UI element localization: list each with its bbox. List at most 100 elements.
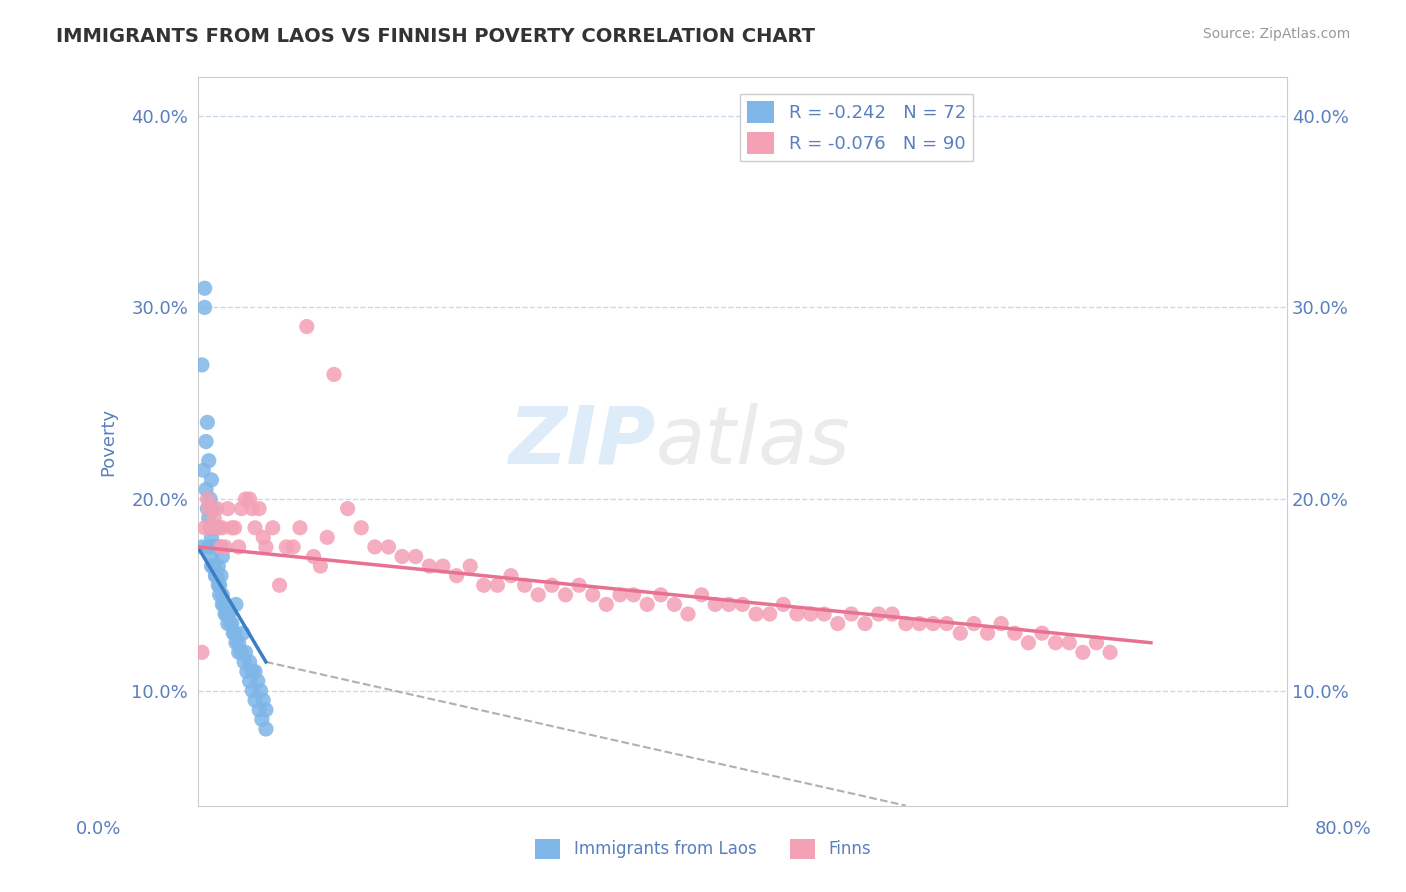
Point <box>247 703 270 717</box>
Point <box>235 491 257 506</box>
Point <box>228 645 250 659</box>
Point <box>194 281 217 295</box>
Point <box>239 491 262 506</box>
Point <box>276 540 298 554</box>
Point <box>200 530 222 544</box>
Point <box>799 607 821 621</box>
Point <box>316 530 339 544</box>
Point <box>201 540 224 554</box>
Point <box>231 501 253 516</box>
Point <box>191 540 214 554</box>
Point <box>963 616 986 631</box>
Point <box>609 588 631 602</box>
Point <box>704 598 727 612</box>
Legend: R = -0.242   N = 72, R = -0.076   N = 90: R = -0.242 N = 72, R = -0.076 N = 90 <box>740 94 973 161</box>
Point <box>201 501 224 516</box>
Point <box>218 607 240 621</box>
Point <box>211 588 233 602</box>
Point <box>1017 636 1039 650</box>
Point <box>228 540 250 554</box>
Point <box>458 559 481 574</box>
Point <box>217 616 239 631</box>
Point <box>208 540 231 554</box>
Point <box>207 521 229 535</box>
Point <box>214 540 236 554</box>
Point <box>200 473 222 487</box>
Point <box>676 607 699 621</box>
Point <box>228 636 250 650</box>
Point <box>195 416 218 430</box>
Point <box>191 358 214 372</box>
Point <box>200 549 222 564</box>
Point <box>527 588 550 602</box>
Point <box>1085 636 1108 650</box>
Point <box>690 588 713 602</box>
Point <box>235 645 257 659</box>
Point <box>745 607 768 621</box>
Point <box>623 588 645 602</box>
Point <box>364 540 387 554</box>
Point <box>908 616 931 631</box>
Point <box>472 578 495 592</box>
Point <box>262 521 284 535</box>
Point <box>217 501 239 516</box>
Point <box>221 616 243 631</box>
Point <box>350 521 373 535</box>
Point <box>731 598 754 612</box>
Point <box>200 559 222 574</box>
Point <box>214 607 236 621</box>
Point <box>582 588 605 602</box>
Point <box>772 598 794 612</box>
Point <box>1031 626 1053 640</box>
Point <box>211 549 233 564</box>
Point <box>231 645 253 659</box>
Point <box>922 616 945 631</box>
Point <box>254 540 277 554</box>
Point <box>200 521 222 535</box>
Point <box>214 598 236 612</box>
Point <box>205 501 228 516</box>
Point <box>202 511 225 525</box>
Point <box>197 511 219 525</box>
Point <box>198 540 221 554</box>
Point <box>191 645 214 659</box>
Point <box>288 521 311 535</box>
Point <box>224 521 246 535</box>
Text: 0.0%: 0.0% <box>76 820 121 838</box>
Point <box>252 530 274 544</box>
Text: IMMIGRANTS FROM LAOS VS FINNISH POVERTY CORRELATION CHART: IMMIGRANTS FROM LAOS VS FINNISH POVERTY … <box>56 27 815 45</box>
Point <box>1045 636 1067 650</box>
Legend: Immigrants from Laos, Finns: Immigrants from Laos, Finns <box>529 832 877 866</box>
Point <box>323 368 346 382</box>
Point <box>209 540 232 554</box>
Point <box>204 568 226 582</box>
Point <box>224 626 246 640</box>
Point <box>205 540 228 554</box>
Point <box>198 521 221 535</box>
Point <box>894 616 917 631</box>
Text: atlas: atlas <box>655 402 851 481</box>
Point <box>240 683 263 698</box>
Point <box>786 607 808 621</box>
Point <box>197 540 219 554</box>
Point <box>949 626 972 640</box>
Point <box>827 616 849 631</box>
Point <box>202 559 225 574</box>
Point <box>1057 636 1080 650</box>
Point <box>650 588 672 602</box>
Point <box>853 616 876 631</box>
Point <box>446 568 468 582</box>
Point <box>664 598 686 612</box>
Point <box>207 578 229 592</box>
Point <box>249 683 271 698</box>
Point <box>205 568 228 582</box>
Point <box>418 559 440 574</box>
Point <box>568 578 591 592</box>
Point <box>882 607 904 621</box>
Point <box>868 607 890 621</box>
Point <box>595 598 617 612</box>
Point <box>208 588 231 602</box>
Point <box>212 598 235 612</box>
Point <box>236 665 259 679</box>
Point <box>232 626 254 640</box>
